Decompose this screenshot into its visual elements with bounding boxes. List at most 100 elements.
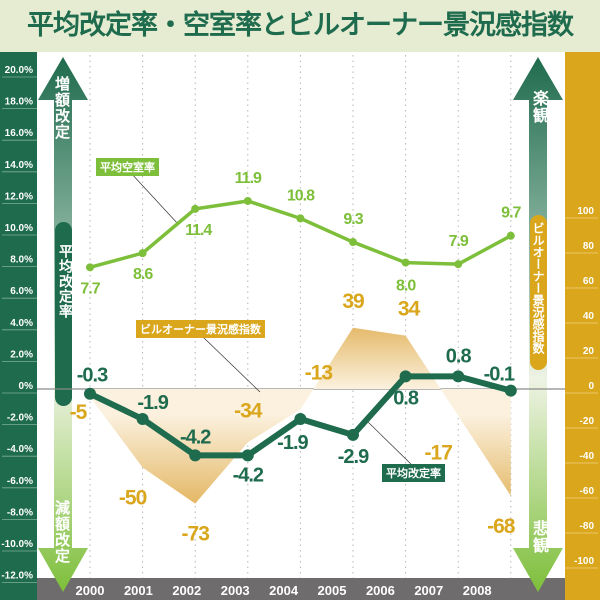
data-label: 7.7 [80,280,100,297]
left-axis-panel [0,52,37,600]
data-label: 11.4 [185,222,212,239]
chart-title: 平均改定率・空室率とビルオーナー景況感指数 [0,0,600,52]
left-tick-label: -8.0% [7,507,33,518]
vacancy-callout-line [129,171,179,225]
data-label: 0.8 [393,387,419,409]
data-label: 0.8 [446,345,472,367]
data-label: -4.2 [233,464,264,486]
left-axis-name: 平均改定率 [57,244,73,319]
x-tick-label: 2000 [76,583,105,598]
rent-point [189,449,202,462]
increase-label: 増額改定 [53,76,71,140]
left-tick-label: -2.0% [7,413,33,424]
x-tick-label: 2007 [414,583,443,598]
x-tick-label: 2004 [269,583,299,598]
vacancy-point [454,260,463,269]
right-tick-label: -80 [580,521,595,532]
left-tick-label: 20.0% [5,65,33,76]
left-tick-label: 10.0% [5,223,33,234]
data-label: 7.9 [449,233,469,250]
data-label: 34 [398,298,421,321]
right-tick-label: -60 [580,486,595,497]
left-tick-label: 0% [19,381,34,392]
left-tick-label: 2.0% [10,349,33,360]
rent-legend-label: 平均改定率 [382,464,445,482]
rent-point [241,449,254,462]
decrease-label: 減額改定 [53,500,71,564]
left-tick-label: 8.0% [10,255,33,266]
rent-point [452,370,465,383]
left-tick-label: 16.0% [5,128,33,139]
right-tick-label: 100 [577,206,594,217]
left-tick-label: -12.0% [1,571,33,582]
data-label: -4.2 [180,426,211,448]
data-label: -2.9 [338,446,369,468]
data-label: -34 [234,399,263,422]
data-label: -1.9 [277,432,308,454]
right-tick-label: 60 [583,276,595,287]
left-tick-label: -10.0% [1,539,33,550]
data-label: -1.9 [137,392,168,414]
data-label: 11.9 [235,170,262,187]
data-label: 9.7 [501,205,521,222]
left-arrow [38,57,88,592]
right-tick-label: -20 [580,416,595,427]
x-tick-label: 2008 [463,583,492,598]
left-axis-pill [55,222,72,406]
data-label: -5 [70,401,88,424]
data-label: 9.3 [343,211,363,228]
pessimistic-label: 悲観 [530,520,549,554]
data-label: -68 [487,515,516,538]
right-axis-pill [530,215,547,370]
right-arrow [513,57,563,592]
left-tick-label: 6.0% [10,286,33,297]
right-axis-name: ビルオーナー景況感指数 [531,222,545,354]
vacancy-point [401,258,410,267]
vacancy-point [191,204,200,213]
data-label: -0.1 [484,364,515,386]
data-label: 8.6 [133,266,153,283]
right-tick-label: 80 [583,241,595,252]
boi-legend-label: ビルオーナー景況感指数 [136,320,265,338]
left-tick-label: -6.0% [7,476,33,487]
data-label: -0.3 [77,365,108,387]
right-tick-label: -40 [580,451,595,462]
rent-point [84,387,96,400]
vacancy-point [138,249,147,258]
right-tick-label: 40 [583,311,595,322]
optimistic-label: 楽観 [530,90,549,124]
x-tick-label: 2005 [318,583,347,598]
right-tick-label: 20 [583,346,595,357]
right-axis-panel [565,52,600,600]
left-tick-label: 14.0% [5,160,33,171]
left-tick-label: 18.0% [5,97,33,108]
vacancy-point [243,196,252,205]
right-tick-label: -100 [574,556,594,567]
data-label: -50 [119,487,147,510]
rent-point [399,370,412,383]
x-tick-label: 2006 [366,583,395,598]
right-tick-label: 0 [588,381,594,392]
rent-point [294,413,307,426]
vacancy-legend-label: 平均空室率 [96,158,159,176]
data-label: 10.8 [287,187,315,204]
left-tick-label: 4.0% [10,318,33,329]
vacancy-point [506,231,515,240]
left-tick-label: 12.0% [5,191,33,202]
vacancy-point [349,238,357,247]
x-tick-label: 2002 [172,583,201,598]
x-tick-label: 2003 [221,583,250,598]
data-label: 8.0 [396,278,416,295]
rent-point [504,384,517,397]
x-axis-bar [37,578,565,600]
vacancy-point [296,214,305,223]
data-label: -73 [182,523,210,546]
data-label: -17 [425,442,453,465]
left-tick-label: -4.0% [7,444,33,455]
rent-point [347,428,359,441]
boi-callout-line [202,336,261,393]
data-label: -13 [305,361,333,384]
vacancy-point [86,263,94,272]
rent-callout-line [367,421,414,467]
